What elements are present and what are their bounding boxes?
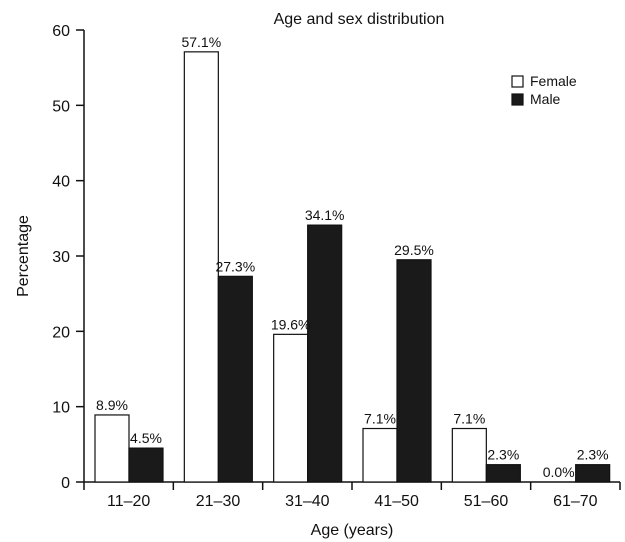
data-label-female: 7.1% [364,411,396,427]
bar-male [217,275,253,483]
data-label-female: 7.1% [453,411,485,427]
legend: Female Male [511,73,577,107]
x-tick-label: 41–50 [374,493,419,510]
legend-swatch-male [511,93,524,106]
data-label-male: 34.1% [305,207,345,223]
legend-label-male: Male [530,91,561,107]
data-label-male: 2.3% [487,447,519,463]
bar-male [128,447,164,483]
x-tick-label: 31–40 [285,493,330,510]
data-label-female: 19.6% [271,316,311,332]
data-label-female: 57.1% [181,34,221,50]
data-label-male: 2.3% [577,447,609,463]
data-label-female: 8.9% [96,397,128,413]
x-tick-group: 11–20 21–30 31–40 41–50 51–60 61–70 [83,482,621,510]
bar-female [451,427,487,483]
x-tick-label: 11–20 [107,493,150,510]
bar-group [94,51,611,483]
y-tick-group: 0 10 20 30 40 50 60 [52,23,84,492]
x-tick-label: 51–60 [464,493,509,510]
bar-male [307,224,343,483]
data-label-male: 4.5% [130,430,162,446]
x-axis-label: Age (years) [311,522,394,539]
data-label-group: 8.9% 57.1% 19.6% 7.1% 7.1% 0.0% 4.5% 27.3% 34.1%… [96,34,609,480]
y-tick-label: 0 [61,475,70,492]
y-tick-label: 60 [52,23,70,40]
bar-female [362,427,398,483]
y-tick-label: 10 [52,400,70,417]
y-tick-label: 30 [52,249,70,266]
legend-swatch-female [511,75,524,88]
y-tick-label: 20 [52,324,70,341]
data-label-female: 0.0% [543,464,575,480]
data-label-male: 29.5% [394,242,434,258]
y-tick-label: 50 [52,98,70,115]
bar-male [396,259,432,483]
chart-title: Age and sex distribution [274,11,445,28]
data-label-male: 27.3% [215,258,255,274]
bar-female [273,333,309,483]
bar-male [575,464,611,483]
x-tick-label: 61–70 [553,493,598,510]
x-tick-label: 21–30 [196,493,241,510]
bar-female [94,414,130,483]
legend-label-female: Female [530,73,577,89]
y-axis-label: Percentage [15,215,32,297]
y-tick-label: 40 [52,174,70,191]
bar-male [485,464,521,483]
bar-female [183,51,219,483]
